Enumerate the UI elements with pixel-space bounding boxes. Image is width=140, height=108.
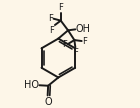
Text: F: F: [58, 3, 63, 12]
Text: OH: OH: [76, 24, 91, 34]
Text: F: F: [62, 40, 67, 49]
Text: F: F: [48, 14, 53, 23]
Text: O: O: [45, 97, 52, 107]
Text: F: F: [73, 48, 78, 57]
Text: HO: HO: [24, 80, 39, 90]
Text: F: F: [50, 26, 54, 35]
Text: F: F: [82, 37, 87, 46]
